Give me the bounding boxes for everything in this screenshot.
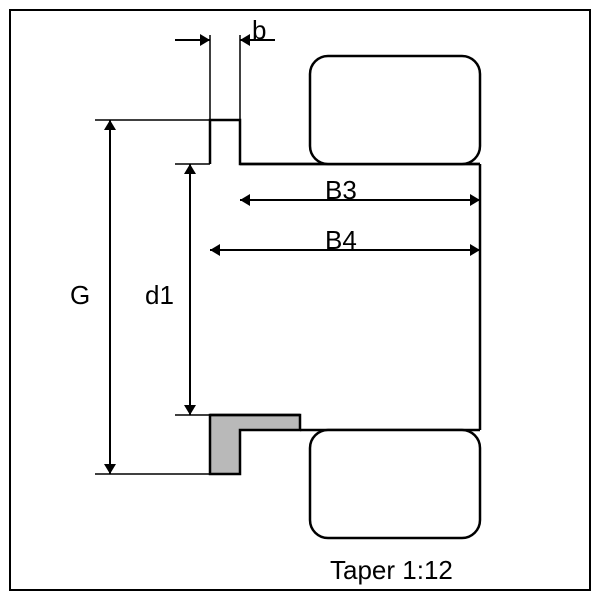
label-B3: B3 (325, 175, 357, 206)
label-b: b (252, 15, 266, 46)
label-B4: B4 (325, 225, 357, 256)
label-taper: Taper 1:12 (330, 555, 453, 586)
label-d1: d1 (145, 280, 174, 311)
label-G: G (70, 280, 90, 311)
